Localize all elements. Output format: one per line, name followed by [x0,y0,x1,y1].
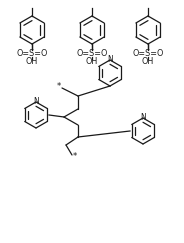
Text: N: N [107,55,113,64]
Text: OH: OH [86,58,98,67]
Text: O=S=O: O=S=O [76,50,108,59]
Text: N: N [33,97,39,106]
Text: N: N [140,113,146,122]
Text: *: * [73,153,77,162]
Text: *: * [57,83,61,92]
Text: O=S=O: O=S=O [16,50,48,59]
Text: OH: OH [142,58,154,67]
Text: OH: OH [26,58,38,67]
Text: O=S=O: O=S=O [132,50,164,59]
